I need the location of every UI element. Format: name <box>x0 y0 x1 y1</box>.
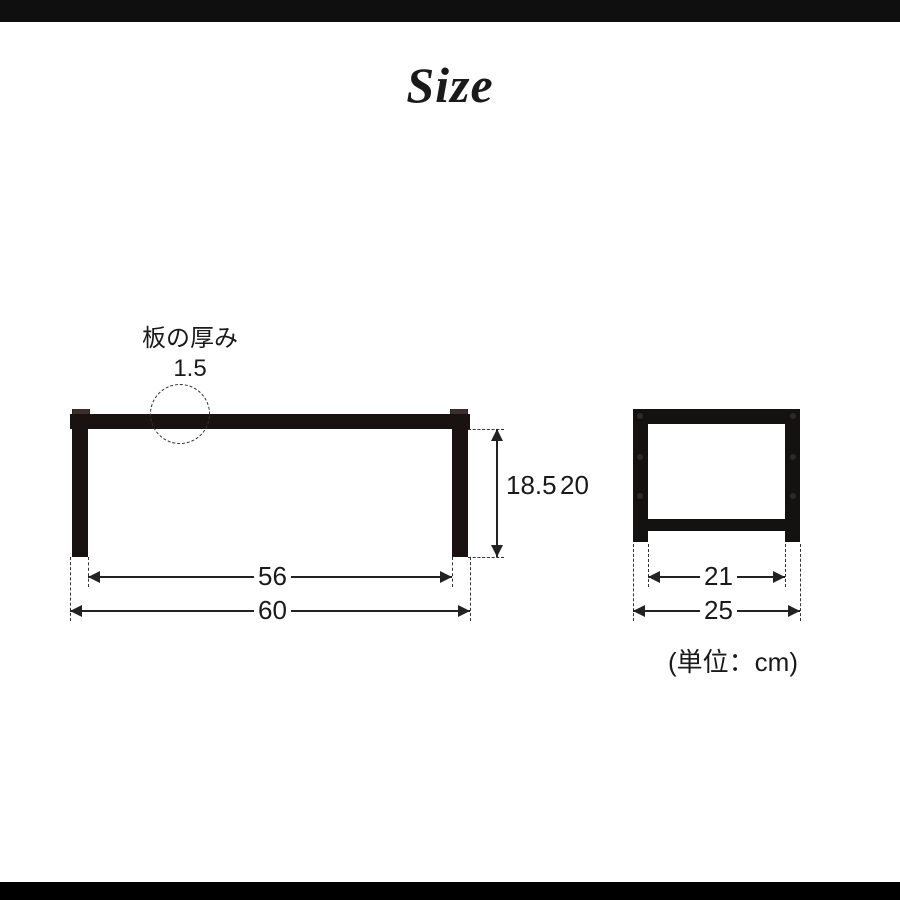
front-leg-left <box>72 429 88 557</box>
front-top-board <box>70 414 470 429</box>
thickness-value: 1.5 <box>120 354 260 384</box>
ext-line <box>468 557 504 558</box>
front-leg-right <box>452 429 468 557</box>
dim-21: 21 <box>700 563 737 589</box>
thickness-text: 板の厚み <box>120 324 260 354</box>
screw-icon <box>790 454 796 460</box>
header-stripe <box>0 0 900 22</box>
side-bottom <box>643 519 790 531</box>
ext-line <box>800 544 801 621</box>
diagram-stage: 板の厚み 1.5 18.5 20 56 60 21 25 (単位：cm) <box>0 114 900 854</box>
dim-60: 60 <box>254 597 291 623</box>
ext-line <box>470 557 471 621</box>
dim-inner-height-line <box>496 429 498 557</box>
dim-inner-height: 18.5 <box>506 472 557 498</box>
dim-25: 25 <box>700 597 737 623</box>
side-top <box>633 409 800 424</box>
side-view <box>633 409 800 544</box>
ext-line <box>785 544 786 587</box>
footer-gap <box>0 872 900 882</box>
screw-icon <box>790 413 796 419</box>
ext-line <box>452 557 453 587</box>
unit-note: (単位：cm) <box>668 642 798 679</box>
page-title: Size <box>0 56 900 114</box>
screw-icon <box>637 454 643 460</box>
footer-stripe <box>0 882 900 900</box>
screw-icon <box>637 493 643 499</box>
dim-56: 56 <box>254 563 291 589</box>
dim-outer-height: 20 <box>560 472 589 498</box>
screw-icon <box>790 493 796 499</box>
thickness-callout-circle <box>150 384 210 444</box>
screw-icon <box>637 413 643 419</box>
thickness-label: 板の厚み 1.5 <box>120 324 260 384</box>
